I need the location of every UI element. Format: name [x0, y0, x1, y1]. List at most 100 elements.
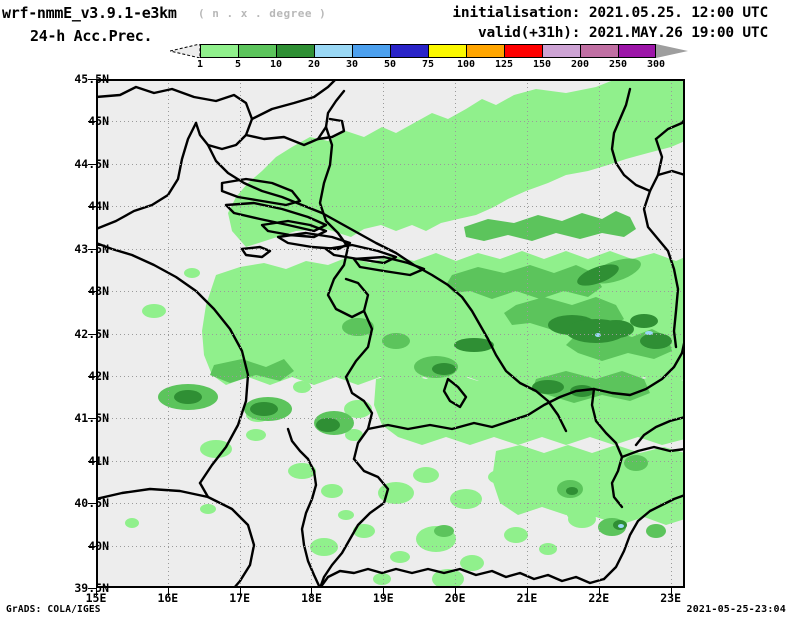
- coast-italy-link: [198, 481, 210, 499]
- valid-time-text: valid(+31h): 2021.MAY.26 19:00 UTC: [477, 25, 768, 41]
- colorbar-swatch-250: [618, 44, 656, 58]
- xtick: [167, 588, 169, 596]
- island-vis: [240, 245, 272, 259]
- colorbar-label-100: 100: [456, 59, 476, 70]
- gridline-horizontal: [96, 375, 685, 377]
- xtick: [383, 588, 385, 596]
- colorbar-label-125: 125: [494, 59, 514, 70]
- border-small-loop: [316, 117, 346, 141]
- map-gridlines: [96, 79, 685, 588]
- ytick: [88, 460, 96, 462]
- colorbar-swatch-125: [504, 44, 542, 58]
- xtick: [455, 588, 457, 596]
- y-axis-label-44.5N: 44.5N: [74, 156, 109, 171]
- map-outlines: [96, 79, 685, 588]
- x-axis-label-23E: 23E: [660, 591, 682, 605]
- initialisation-text: initialisation: 2021.05.25. 12:00 UTC: [452, 5, 768, 21]
- xtick: [239, 588, 241, 596]
- border-bulgaria-east: [634, 415, 685, 447]
- header-left: wrf-nmmE_v3.9.1-e3km ( n . x . degree ) …: [2, 4, 432, 45]
- y-axis-label-42N: 42N: [88, 368, 109, 383]
- y-axis-label-40N: 40N: [88, 538, 109, 553]
- y-axis-label-45N: 45N: [88, 114, 109, 129]
- x-axis-label-19E: 19E: [372, 591, 394, 605]
- gridline-horizontal: [96, 460, 685, 462]
- y-axis-label-44N: 44N: [88, 199, 109, 214]
- colorbar-label-30: 30: [345, 59, 359, 70]
- gridline-horizontal: [96, 121, 685, 123]
- island-krk-rab: [220, 177, 302, 207]
- colorbar-swatch-1: [200, 44, 238, 58]
- model-title: wrf-nmmE_v3.9.1-e3km ( n . x . degree ): [2, 4, 432, 22]
- ytick: [88, 291, 96, 293]
- header-right: initialisation: 2021.05.25. 12:00 UTC va…: [452, 5, 768, 41]
- y-axis-label-41.5N: 41.5N: [74, 411, 109, 426]
- x-axis-label-21E: 21E: [516, 591, 538, 605]
- gridline-horizontal: [96, 333, 685, 335]
- y-axis-label-43.5N: 43.5N: [74, 241, 109, 256]
- colorbar-swatch-200: [580, 44, 618, 58]
- colorbar-swatch-75: [428, 44, 466, 58]
- gridline-horizontal: [96, 206, 685, 208]
- island-korcula: [352, 255, 426, 277]
- x-axis-label-18E: 18E: [301, 591, 322, 605]
- ytick: [88, 418, 96, 420]
- colorbar-swatch-20: [314, 44, 352, 58]
- x-axis-label-16E: 16E: [157, 591, 179, 605]
- gridline-horizontal: [96, 291, 685, 293]
- y-axis-label-42.5N: 42.5N: [74, 326, 109, 341]
- coast-italy-east: [96, 241, 250, 485]
- ytick: [88, 121, 96, 123]
- island-brac-hvar: [324, 243, 398, 265]
- grads-credit: GrADS: COLA/IGES: [6, 604, 101, 615]
- border-romania-spur: [656, 169, 685, 177]
- precip-band-10-20: [174, 264, 672, 530]
- colorbar-label-200: 200: [570, 59, 590, 70]
- colorbar-label-10: 10: [269, 59, 283, 70]
- precipitation-field: [125, 79, 685, 588]
- border-bulgaria-west: [590, 387, 624, 509]
- border-serbia-northeast: [610, 87, 652, 193]
- xtick: [526, 588, 528, 596]
- map-plot-area[interactable]: [96, 79, 685, 588]
- model-title-text: wrf-nmmE_v3.9.1-e3km: [2, 4, 177, 22]
- border-greece-east: [602, 493, 685, 581]
- coast-italy-heel: [96, 487, 256, 588]
- ytick: [88, 206, 96, 208]
- x-axis-label-20E: 20E: [444, 591, 466, 605]
- y-axis-label-43N: 43N: [88, 284, 109, 299]
- colorbar-swatch-50: [390, 44, 428, 58]
- ytick: [88, 79, 96, 80]
- colorbar-label-50: 50: [383, 59, 397, 70]
- colorbar-over-arrow: [656, 44, 688, 58]
- xtick: [311, 588, 313, 596]
- colorbar-label-250: 250: [608, 59, 628, 70]
- xtick: [670, 588, 672, 596]
- coast-albania-north: [286, 427, 310, 461]
- y-axis-label-40.5N: 40.5N: [74, 496, 109, 511]
- ytick: [88, 163, 96, 165]
- gridline-horizontal: [96, 163, 685, 165]
- ytick: [88, 333, 96, 335]
- y-axis-label-39.5N: 39.5N: [74, 581, 109, 595]
- border-hungary-upper: [250, 79, 338, 121]
- border-bosnia-west: [318, 125, 370, 319]
- gridline-horizontal: [96, 418, 685, 420]
- gridline-horizontal: [96, 503, 685, 505]
- gridline-horizontal: [96, 248, 685, 250]
- colorbar-strip: 1 5 10 20 30 50 75 100 125 150 200 250 300: [170, 44, 688, 70]
- ytick: [88, 248, 96, 250]
- colorbar-swatch-100: [466, 44, 504, 58]
- border-bosnia-south: [344, 309, 374, 461]
- border-bulgaria-spur: [620, 445, 685, 459]
- colorbar-label-5: 5: [234, 59, 242, 70]
- colorbar-label-300: 300: [646, 59, 666, 70]
- colorbar-label-1: 1: [196, 59, 204, 70]
- gridline-horizontal: [96, 545, 685, 547]
- colorbar-label-150: 150: [532, 59, 552, 70]
- border-serbia-south: [366, 351, 684, 431]
- border-greece: [318, 567, 606, 588]
- coast-boka: [442, 377, 468, 409]
- x-axis-label-22E: 22E: [588, 591, 610, 605]
- ytick: [88, 375, 96, 377]
